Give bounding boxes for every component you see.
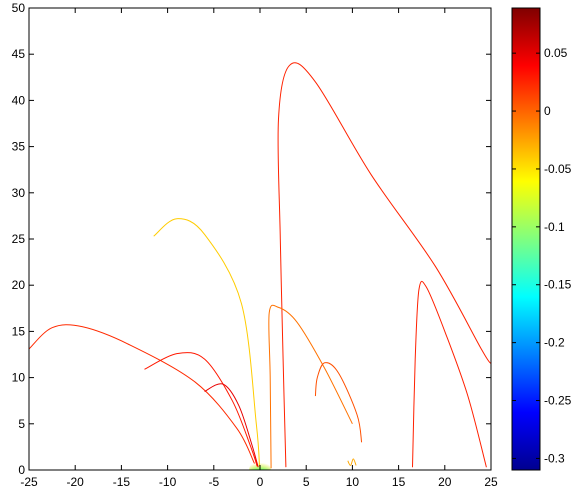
contour-line [347, 458, 357, 466]
colorbar-tick-label: 0 [544, 104, 551, 118]
y-tick-label: 20 [12, 278, 26, 292]
x-tick-label: 25 [484, 475, 498, 489]
x-tick-label: -20 [67, 475, 85, 489]
colorbar-tick-label: -0.05 [544, 162, 572, 176]
plot-background [29, 8, 491, 470]
colorbar-ticks: 0.05 0 -0.05 -0.1 -0.15 -0.2 -0.25 -0.3 [512, 46, 572, 465]
x-tick-label: 0 [257, 475, 264, 489]
x-tick-label: -15 [113, 475, 131, 489]
contour-line [29, 324, 255, 464]
y-tick-label: 10 [12, 371, 26, 385]
y-tick-label: 30 [12, 186, 26, 200]
x-tick-label: 10 [346, 475, 360, 489]
colorbar-tick-label: -0.3 [544, 451, 565, 465]
x-tick-label: 15 [392, 475, 406, 489]
contour-line [204, 383, 259, 468]
colorbar-tick-label: 0.05 [544, 46, 568, 60]
y-tick-label: 0 [18, 463, 25, 477]
y-axis: 0 5 10 15 20 25 30 35 40 45 50 [12, 1, 491, 477]
x-axis: -25 -20 -15 -10 -5 0 5 10 15 20 25 [20, 8, 498, 489]
colorbar-tick-label: -0.2 [544, 336, 565, 350]
x-tick-label: -25 [20, 475, 38, 489]
contour-line [144, 352, 258, 467]
colorbar-tick-label: -0.15 [544, 278, 572, 292]
contour-line [277, 62, 491, 468]
contour-line [268, 304, 353, 469]
contour-line [153, 218, 260, 467]
colorbar: 0.05 0 -0.05 -0.1 -0.15 -0.2 -0.25 -0.3 [511, 7, 572, 471]
y-tick-label: 5 [18, 417, 25, 431]
x-tick-label: 5 [303, 475, 310, 489]
colorbar-gradient [511, 7, 541, 471]
colorbar-tick-label: -0.25 [544, 394, 572, 408]
x-tick-label: 20 [438, 475, 452, 489]
y-tick-label: 15 [12, 324, 26, 338]
contour-line [314, 362, 363, 443]
y-tick-label: 35 [12, 140, 26, 154]
x-tick-label: -10 [159, 475, 177, 489]
x-tick-label: -5 [208, 475, 219, 489]
contour-lines [29, 62, 491, 470]
colorbar-tick-label: -0.1 [544, 220, 565, 234]
contour-line [412, 280, 487, 468]
y-tick-label: 45 [12, 47, 26, 61]
y-tick-label: 50 [12, 1, 26, 15]
plot-area: -25 -20 -15 -10 -5 0 5 10 15 20 25 0 5 10 15 20 25 30 35 4… [12, 1, 498, 489]
y-tick-label: 40 [12, 93, 26, 107]
y-tick-label: 25 [12, 232, 26, 246]
